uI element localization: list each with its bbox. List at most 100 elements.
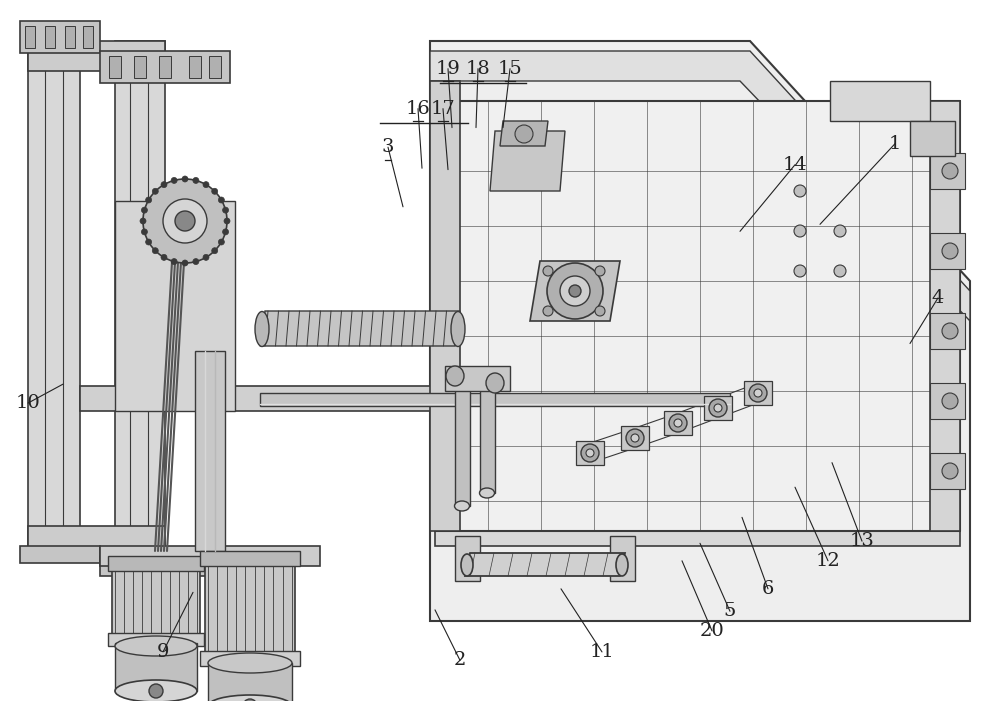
Polygon shape: [100, 51, 230, 83]
Circle shape: [595, 266, 605, 276]
Circle shape: [149, 684, 163, 698]
Text: 13: 13: [850, 532, 874, 550]
Circle shape: [212, 189, 218, 194]
Polygon shape: [208, 663, 292, 701]
Circle shape: [146, 239, 152, 245]
Polygon shape: [830, 81, 930, 121]
Circle shape: [942, 163, 958, 179]
Circle shape: [140, 218, 146, 224]
Circle shape: [203, 254, 209, 260]
Circle shape: [547, 263, 603, 319]
Polygon shape: [108, 556, 204, 571]
Circle shape: [569, 285, 581, 297]
Polygon shape: [83, 26, 93, 48]
Circle shape: [171, 259, 177, 264]
Polygon shape: [45, 26, 55, 48]
Polygon shape: [100, 556, 230, 576]
Polygon shape: [189, 56, 201, 78]
Polygon shape: [205, 556, 295, 656]
Polygon shape: [430, 51, 970, 321]
Ellipse shape: [115, 636, 197, 656]
Polygon shape: [28, 41, 165, 71]
Text: 12: 12: [816, 552, 840, 570]
Polygon shape: [112, 561, 200, 641]
Polygon shape: [744, 381, 772, 405]
Polygon shape: [664, 411, 692, 435]
Polygon shape: [65, 26, 75, 48]
Polygon shape: [20, 546, 100, 563]
Circle shape: [163, 199, 207, 243]
Circle shape: [942, 393, 958, 409]
Polygon shape: [930, 453, 965, 489]
Circle shape: [218, 239, 224, 245]
Polygon shape: [159, 56, 171, 78]
Circle shape: [942, 463, 958, 479]
Circle shape: [143, 179, 227, 263]
Polygon shape: [435, 101, 960, 531]
Polygon shape: [435, 531, 960, 546]
Circle shape: [674, 419, 682, 427]
Polygon shape: [530, 261, 620, 321]
Polygon shape: [490, 131, 565, 191]
Circle shape: [794, 185, 806, 197]
Text: 14: 14: [783, 156, 807, 174]
Text: 4: 4: [932, 289, 944, 307]
Circle shape: [243, 699, 257, 701]
Polygon shape: [930, 153, 965, 189]
Polygon shape: [200, 651, 300, 666]
Polygon shape: [930, 383, 965, 419]
Circle shape: [714, 404, 722, 412]
Ellipse shape: [208, 653, 292, 673]
Circle shape: [218, 197, 224, 203]
Circle shape: [794, 265, 806, 277]
Circle shape: [171, 177, 177, 184]
Circle shape: [543, 306, 553, 316]
Circle shape: [212, 247, 218, 254]
Text: 5: 5: [724, 602, 736, 620]
Polygon shape: [465, 553, 625, 576]
Circle shape: [709, 399, 727, 417]
Circle shape: [193, 259, 199, 264]
Polygon shape: [80, 386, 435, 411]
Circle shape: [146, 197, 152, 203]
Text: 18: 18: [466, 60, 490, 78]
Circle shape: [161, 182, 167, 188]
Circle shape: [834, 225, 846, 237]
Text: 15: 15: [498, 60, 522, 78]
Polygon shape: [430, 41, 970, 621]
Circle shape: [224, 218, 230, 224]
Circle shape: [834, 265, 846, 277]
Circle shape: [560, 276, 590, 306]
Circle shape: [182, 260, 188, 266]
Ellipse shape: [451, 311, 465, 346]
Circle shape: [515, 125, 533, 143]
Circle shape: [141, 229, 147, 235]
Text: 1: 1: [889, 135, 901, 153]
Ellipse shape: [115, 680, 197, 701]
Circle shape: [141, 207, 147, 213]
Polygon shape: [200, 551, 300, 566]
Circle shape: [586, 449, 594, 457]
Polygon shape: [621, 426, 649, 450]
Circle shape: [223, 229, 229, 235]
Polygon shape: [704, 396, 732, 420]
Text: 3: 3: [382, 138, 394, 156]
Polygon shape: [260, 311, 460, 346]
Circle shape: [543, 266, 553, 276]
Polygon shape: [576, 441, 604, 465]
Ellipse shape: [461, 554, 473, 576]
Polygon shape: [930, 101, 960, 531]
Polygon shape: [455, 536, 480, 581]
Polygon shape: [445, 366, 510, 391]
Polygon shape: [260, 393, 730, 406]
Text: 16: 16: [406, 100, 430, 118]
Polygon shape: [134, 56, 146, 78]
Circle shape: [595, 306, 605, 316]
Circle shape: [223, 207, 229, 213]
Polygon shape: [108, 633, 204, 646]
Ellipse shape: [454, 501, 470, 511]
Circle shape: [942, 323, 958, 339]
Text: 17: 17: [431, 100, 455, 118]
Text: 10: 10: [16, 394, 40, 412]
Polygon shape: [610, 536, 635, 581]
